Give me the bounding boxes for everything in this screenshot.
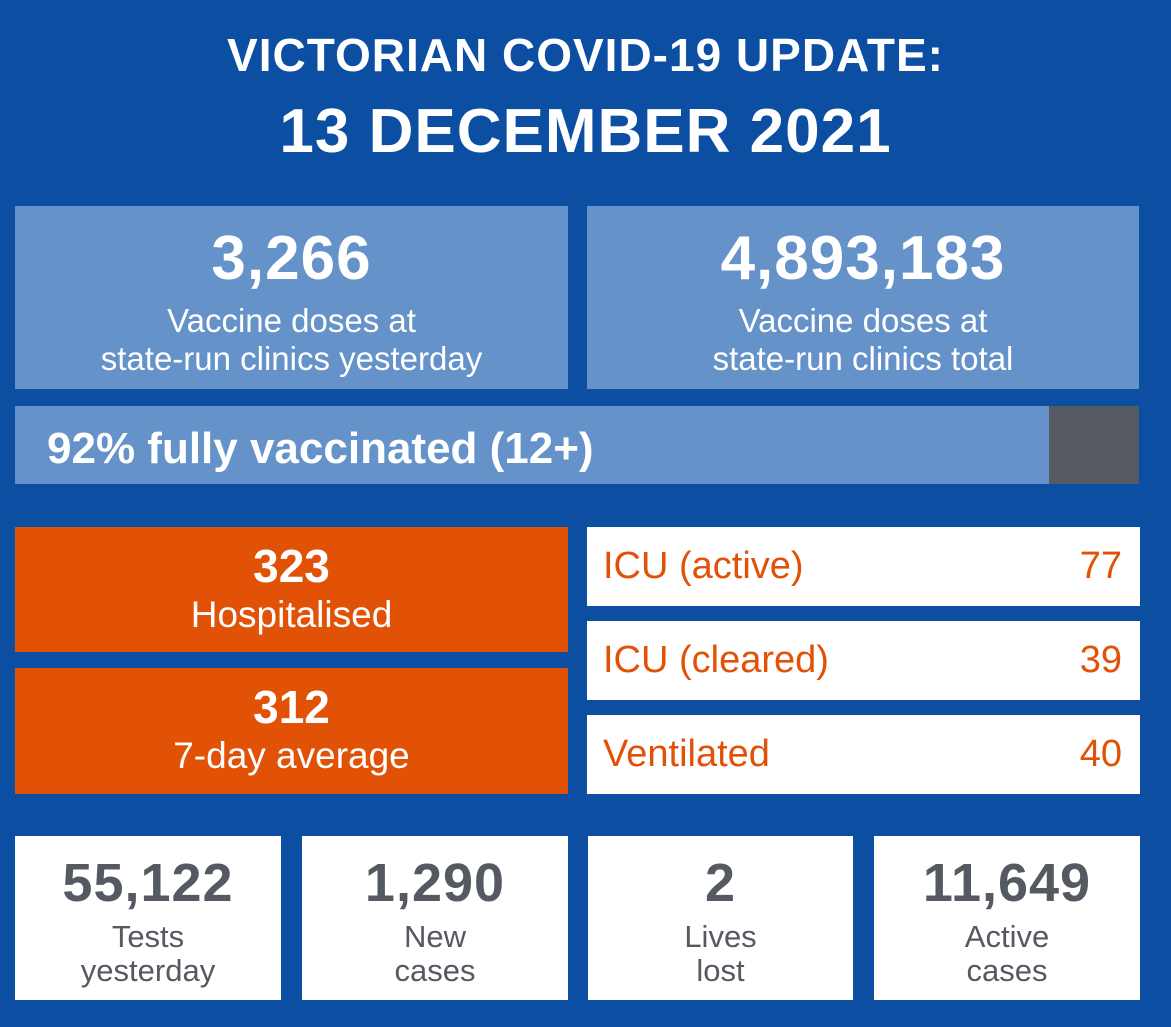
tests-yesterday-label-line2: yesterday bbox=[80, 953, 216, 988]
icu-active-row: ICU (active) 77 bbox=[587, 527, 1140, 606]
new-cases-value: 1,290 bbox=[364, 853, 506, 913]
active-cases-label-line1: Active bbox=[964, 919, 1050, 954]
vaccine-yesterday-label-line1: Vaccine doses at bbox=[167, 302, 416, 339]
vaccine-yesterday-label-line2: state-run clinics yesterday bbox=[100, 340, 483, 377]
tests-yesterday-value: 55,122 bbox=[62, 853, 234, 913]
new-cases-label-line2: cases bbox=[394, 953, 476, 988]
header-line1: VICTORIAN COVID-19 UPDATE: bbox=[227, 29, 944, 81]
seven-day-average-value: 312 bbox=[253, 681, 330, 733]
ventilated-label: Ventilated bbox=[603, 733, 770, 775]
vaccine-total-card: 4,893,183 Vaccine doses at state-run cli… bbox=[587, 206, 1139, 389]
vaccine-total-value: 4,893,183 bbox=[720, 224, 1006, 293]
icu-cleared-row: ICU (cleared) 39 bbox=[587, 621, 1140, 700]
active-cases-label-line2: cases bbox=[966, 953, 1048, 988]
seven-day-average-card: 312 7-day average bbox=[15, 668, 568, 794]
icu-active-label: ICU (active) bbox=[603, 545, 804, 587]
ventilated-row: Ventilated 40 bbox=[587, 715, 1140, 794]
vaccine-total-label-line2: state-run clinics total bbox=[712, 340, 1014, 377]
active-cases-value: 11,649 bbox=[922, 853, 1092, 913]
tests-yesterday-card: 55,122 Tests yesterday bbox=[15, 836, 281, 1000]
vaccine-total-label-line1: Vaccine doses at bbox=[738, 302, 988, 339]
hospitalised-card: 323 Hospitalised bbox=[15, 527, 568, 652]
unvaccinated-remainder bbox=[1049, 406, 1139, 484]
icu-cleared-label: ICU (cleared) bbox=[603, 639, 829, 681]
icu-active-value: 77 bbox=[1079, 545, 1122, 587]
ventilated-value: 40 bbox=[1079, 733, 1122, 775]
hospitalised-value: 323 bbox=[253, 540, 330, 592]
vaccine-yesterday-card: 3,266 Vaccine doses at state-run clinics… bbox=[15, 206, 568, 389]
seven-day-average-label: 7-day average bbox=[173, 735, 410, 776]
vaccine-yesterday-value: 3,266 bbox=[211, 224, 372, 293]
new-cases-card: 1,290 New cases bbox=[302, 836, 568, 1000]
icu-cleared-value: 39 bbox=[1079, 639, 1122, 681]
fully-vaccinated-bar: 92% fully vaccinated (12+) bbox=[15, 406, 1139, 484]
active-cases-card: 11,649 Active cases bbox=[874, 836, 1140, 1000]
lives-lost-label-line1: Lives bbox=[684, 919, 757, 954]
lives-lost-label-line2: lost bbox=[696, 953, 745, 988]
header-date: 13 DECEMBER 2021 bbox=[279, 97, 892, 166]
tests-yesterday-label-line1: Tests bbox=[111, 919, 185, 954]
new-cases-label-line1: New bbox=[403, 919, 466, 954]
fully-vaccinated-text: 92% fully vaccinated (12+) bbox=[47, 424, 594, 473]
hospitalised-label: Hospitalised bbox=[190, 594, 393, 635]
lives-lost-value: 2 bbox=[704, 853, 737, 913]
lives-lost-card: 2 Lives lost bbox=[588, 836, 853, 1000]
